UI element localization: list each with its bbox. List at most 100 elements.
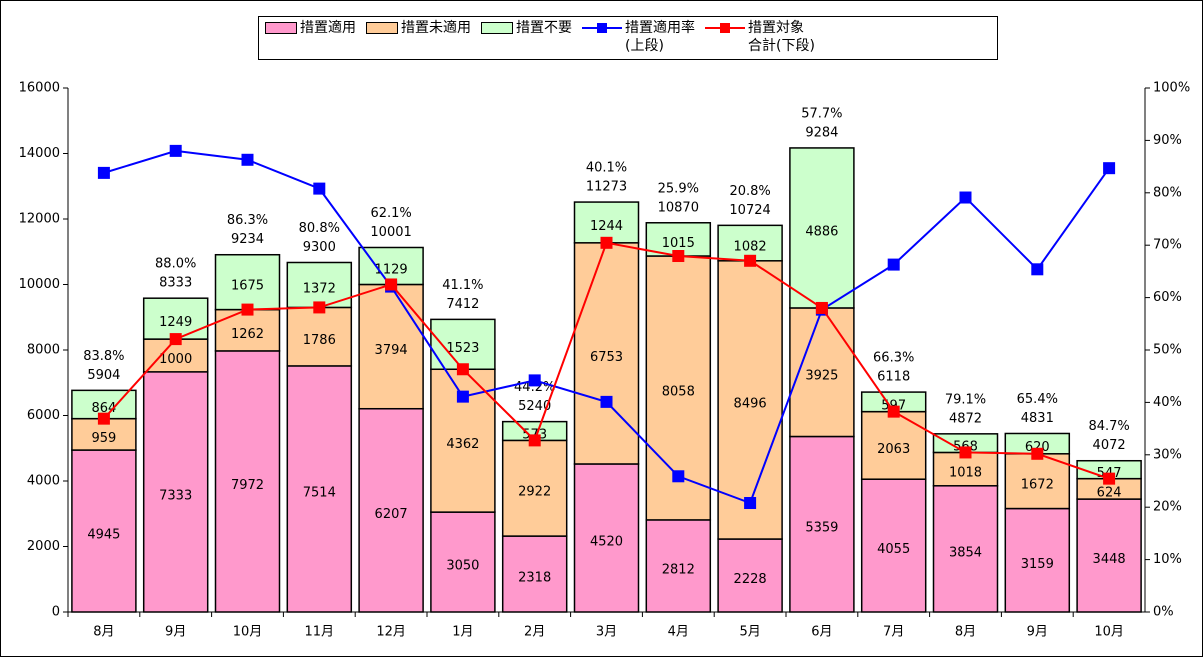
line-marker (959, 446, 972, 459)
bar-segment (501, 439, 568, 537)
line-marker (528, 434, 541, 447)
line-marker (385, 278, 398, 291)
line-marker (815, 301, 828, 314)
rate-label: 25.9% (658, 181, 699, 196)
segment-label: 2318 (518, 571, 551, 586)
line-marker (1103, 162, 1116, 175)
line-marker (959, 191, 972, 204)
rate-label: 83.8% (83, 349, 124, 364)
line-marker (169, 144, 182, 157)
bar-segment (71, 449, 137, 613)
bar-segment (142, 297, 209, 340)
x-tick-label: 11月 (305, 625, 335, 640)
legend-label: 措置対象 合計(下段) (748, 20, 815, 54)
y2-tick-label: 50% (1153, 343, 1182, 358)
legend-swatch (582, 19, 622, 35)
total-label: 10870 (658, 200, 699, 215)
line-marker (1031, 263, 1044, 276)
segment-label: 1082 (734, 240, 767, 255)
total-label: 11273 (586, 180, 627, 195)
rate-label: 80.8% (299, 221, 340, 236)
line-marker (97, 166, 110, 179)
total-label: 9284 (805, 125, 838, 140)
y2-tick-label: 70% (1153, 238, 1182, 253)
segment-label: 6753 (590, 350, 623, 365)
y-tick-label: 12000 (19, 212, 60, 227)
segment-label: 3794 (375, 343, 408, 358)
bar-segment (358, 407, 424, 613)
total-label: 10724 (729, 203, 770, 218)
legend-label: 措置適用率 (上段) (625, 20, 695, 54)
y2-tick-label: 0% (1153, 605, 1174, 620)
legend-label: 措置適用 (300, 20, 356, 36)
bar-segment (789, 307, 855, 438)
rate-label: 88.0% (155, 257, 196, 272)
legend-item: 措置適用 (265, 19, 356, 37)
y-tick-label: 10000 (19, 277, 60, 292)
bar-segment (573, 242, 640, 465)
total-label: 4872 (949, 411, 982, 426)
x-tick-label: 8月 (93, 625, 114, 640)
bar-segment (214, 350, 281, 613)
segment-label: 1672 (1021, 478, 1054, 493)
x-tick-label: 6月 (811, 625, 832, 640)
x-tick-label: 3月 (596, 625, 617, 640)
x-tick-label: 2月 (524, 625, 545, 640)
segment-label: 2922 (518, 485, 551, 500)
bar-segment (645, 519, 712, 613)
segment-label: 3925 (805, 369, 838, 384)
x-tick-label: 10月 (1094, 625, 1124, 640)
line-marker (600, 236, 613, 249)
bar-segment (573, 463, 640, 613)
bar-segment (430, 511, 496, 613)
rate-label: 57.7% (801, 106, 842, 121)
line-marker (313, 301, 326, 314)
bar-segment (860, 478, 927, 613)
x-tick-label: 12月 (376, 625, 406, 640)
segment-label: 1249 (159, 315, 192, 330)
segment-label: 7514 (303, 485, 336, 500)
x-tick-label: 7月 (883, 625, 904, 640)
x-tick-label: 5月 (739, 625, 760, 640)
bar-segment (789, 147, 855, 309)
legend-item: 措置対象 合計(下段) (705, 19, 815, 55)
bar-segment (142, 371, 209, 613)
segment-label: 4945 (87, 528, 120, 543)
rate-label: 62.1% (370, 206, 411, 221)
legend-item: 措置不要 (481, 19, 572, 37)
bar-segment (573, 201, 640, 244)
segment-label: 4886 (805, 224, 838, 239)
segment-label: 3050 (446, 559, 479, 574)
rate-label: 84.7% (1088, 419, 1129, 434)
line-marker (672, 470, 685, 483)
segment-label: 1786 (303, 333, 336, 348)
total-label: 9234 (231, 232, 264, 247)
x-tick-label: 4月 (668, 625, 689, 640)
y-tick-label: 0 (52, 605, 60, 620)
line-marker (1103, 472, 1116, 485)
segment-label: 2812 (662, 562, 695, 577)
segment-label: 7972 (231, 478, 264, 493)
legend: 措置適用 措置未適用 措置不要 措置適用率 (上段) 措置対象 合計(下段) (258, 16, 998, 60)
legend-swatch (481, 22, 513, 34)
line-marker (672, 250, 685, 263)
segment-label: 1244 (590, 219, 623, 234)
line-marker (744, 254, 757, 267)
segment-label: 3159 (1021, 557, 1054, 572)
line-marker (313, 182, 326, 195)
legend-label: 措置未適用 (401, 20, 471, 36)
rate-label: 20.8% (729, 184, 770, 199)
y2-tick-label: 20% (1153, 500, 1182, 515)
x-tick-label: 9月 (165, 625, 186, 640)
bar-segment (1004, 507, 1071, 613)
bar-segment (286, 306, 353, 367)
line-marker (97, 412, 110, 425)
rate-label: 41.1% (442, 278, 483, 293)
bar-segment (501, 535, 568, 613)
legend-swatch (366, 22, 398, 34)
total-label: 6118 (877, 370, 910, 385)
line-marker (456, 363, 469, 376)
line-marker (1031, 447, 1044, 460)
y2-tick-label: 80% (1153, 185, 1182, 200)
